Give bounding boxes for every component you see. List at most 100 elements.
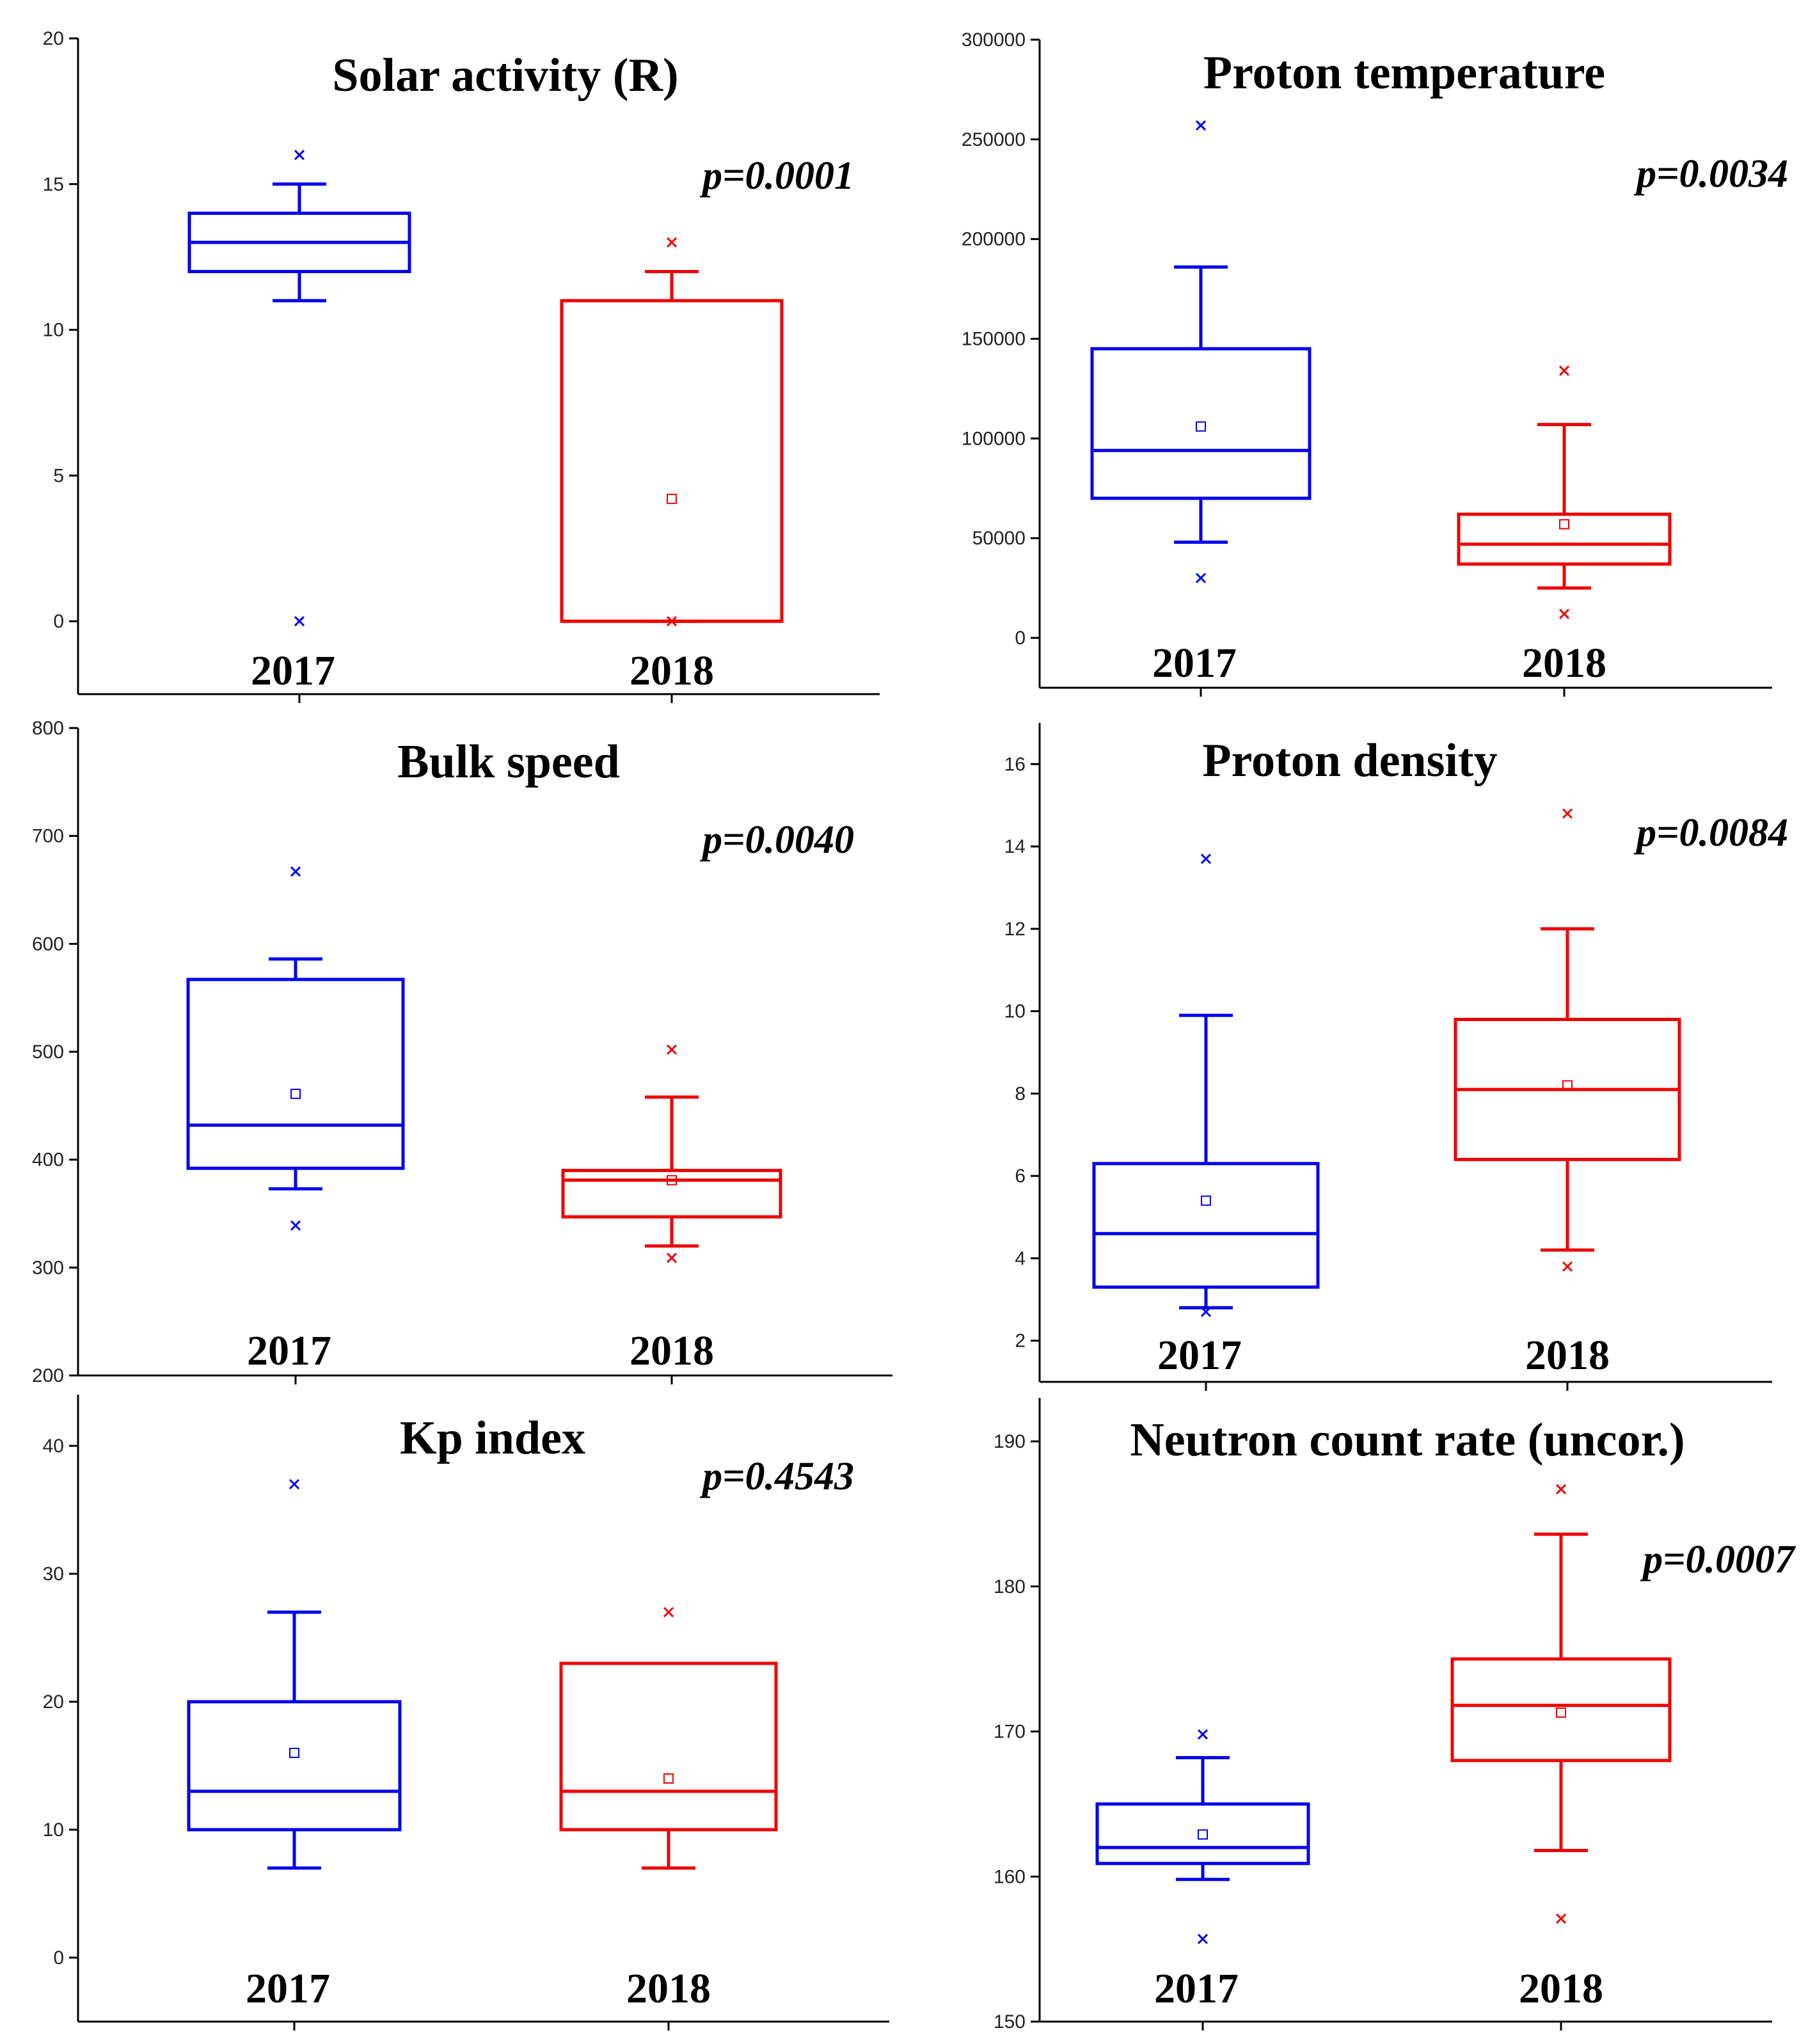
iqr-box (187, 1700, 402, 1832)
category-label-2018: 2018 (626, 1965, 711, 2012)
boxplot-panel-6: 150 160 170 180 190 2017 2018 Neutron count rat… (994, 1398, 1796, 2032)
category-label-2017: 2017 (1157, 1332, 1242, 1379)
mean-marker (1196, 421, 1206, 432)
panel-title: Bulk speed (397, 736, 620, 788)
outlier-point (1200, 1306, 1212, 1317)
box-2017 (186, 866, 405, 1231)
outlier-point (290, 1220, 301, 1231)
y-tick-label: 6 (1015, 1166, 1026, 1187)
box-2018 (1457, 365, 1672, 619)
y-tick-label: 190 (994, 1431, 1026, 1452)
p-value-annotation: p=0.4543 (699, 1455, 854, 1498)
y-tick-label: 2 (1015, 1331, 1026, 1352)
iqr-box (1095, 1802, 1310, 1866)
boxplot-panel-3: 200 300 400 500 600 700 800 2017 2018 Bulk speed p… (32, 718, 892, 1386)
box-2018 (1450, 1484, 1672, 1924)
outlier-point (1555, 1484, 1567, 1494)
y-tick-label: 10 (43, 320, 64, 341)
box-2017 (1090, 120, 1312, 583)
box-2017 (1092, 853, 1320, 1317)
y-tick-label: 0 (1015, 628, 1026, 649)
box-2017 (1095, 1729, 1310, 1944)
outlier-point (1558, 608, 1570, 619)
category-label-2018: 2018 (1525, 1332, 1610, 1379)
mean-marker (1201, 1195, 1211, 1206)
boxplot-panel-5: 0 10 20 30 40 2017 2018 Kp index p=0.4543 (43, 1395, 889, 2031)
iqr-box (1090, 347, 1312, 500)
panel-title: Proton temperature (1203, 47, 1605, 99)
outlier-point (666, 237, 678, 248)
outlier-point (1195, 573, 1207, 583)
iqr-box (1092, 1162, 1320, 1289)
y-tick-label: 16 (1004, 754, 1026, 775)
y-tick-label: 700 (32, 826, 64, 847)
y-tick-label: 0 (53, 1947, 64, 1969)
y-tick-label: 8 (1015, 1083, 1026, 1104)
box-2017 (187, 1478, 402, 1870)
mean-marker (290, 1088, 301, 1099)
y-tick-label: 5 (53, 465, 64, 486)
mean-marker (667, 493, 677, 504)
y-tick-label: 10 (43, 1819, 64, 1841)
y-tick-label: 150000 (962, 329, 1026, 350)
y-tick-label: 200 (32, 1365, 64, 1386)
iqr-box (1450, 1657, 1672, 1763)
y-tick-label: 20 (43, 28, 64, 49)
boxplot-panel-4: 2 4 6 8 10 12 14 16 2017 2018 Proton density p=0.00… (1004, 723, 1788, 1391)
y-tick-label: 12 (1004, 919, 1026, 940)
mean-marker (667, 1175, 677, 1185)
y-tick-label: 10 (1004, 1001, 1026, 1022)
category-label-2017: 2017 (1152, 640, 1237, 686)
iqr-box (186, 978, 405, 1170)
outlier-point (663, 1606, 674, 1618)
category-label-2018: 2018 (630, 1327, 714, 1374)
boxplot-panel-1: 0 5 10 15 20 2017 2018 Solar activity (R) p=0.00… (43, 28, 880, 703)
y-tick-label: 20 (43, 1691, 64, 1713)
outlier-point (290, 866, 301, 877)
outlier-point (294, 150, 305, 161)
y-tick-label: 0 (53, 611, 64, 632)
outlier-point (294, 616, 305, 627)
y-tick-label: 14 (1004, 836, 1026, 857)
mean-marker (1556, 1707, 1566, 1718)
box-2017 (187, 150, 411, 627)
boxplot-panel-2: 0 50000 100000 150000 200000 250000 300000 2017… (962, 29, 1788, 697)
category-label-2018: 2018 (1519, 1965, 1603, 2012)
mean-marker (289, 1748, 299, 1758)
outlier-point (1197, 1729, 1209, 1740)
category-label-2017: 2017 (1154, 1965, 1239, 2012)
box-2018 (559, 1606, 778, 1870)
y-tick-label: 300 (32, 1257, 64, 1278)
outlier-point (666, 1253, 678, 1264)
y-tick-label: 50000 (972, 528, 1026, 549)
outlier-point (1555, 1913, 1567, 1924)
panel-title: Solar activity (R) (332, 49, 678, 102)
y-tick-label: 30 (43, 1564, 64, 1585)
outlier-point (1195, 120, 1207, 131)
outlier-point (1197, 1933, 1209, 1944)
outlier-point (1562, 1261, 1573, 1272)
outlier-point (666, 1044, 678, 1055)
mean-marker (663, 1773, 674, 1784)
y-tick-label: 800 (32, 718, 64, 739)
category-label-2018: 2018 (630, 647, 714, 694)
y-tick-label: 170 (994, 1722, 1026, 1743)
p-value-annotation: p=0.0084 (1633, 811, 1788, 855)
p-value-annotation: p=0.0001 (699, 154, 854, 198)
y-tick-label: 180 (994, 1576, 1026, 1597)
p-value-annotation: p=0.0040 (699, 818, 854, 862)
y-tick-label: 40 (43, 1436, 64, 1457)
mean-marker (1198, 1829, 1208, 1840)
outlier-point (289, 1478, 300, 1490)
iqr-box (559, 1661, 778, 1832)
y-tick-label: 200000 (962, 229, 1026, 250)
box-2018 (561, 1044, 782, 1264)
iqr-box (561, 1169, 782, 1219)
y-tick-label: 150 (994, 2011, 1026, 2032)
category-label-2017: 2017 (247, 1327, 331, 1374)
outlier-point (1562, 808, 1573, 819)
y-tick-label: 250000 (962, 129, 1026, 150)
y-tick-label: 600 (32, 933, 64, 955)
outlier-point (666, 616, 678, 627)
iqr-box (1457, 512, 1672, 566)
